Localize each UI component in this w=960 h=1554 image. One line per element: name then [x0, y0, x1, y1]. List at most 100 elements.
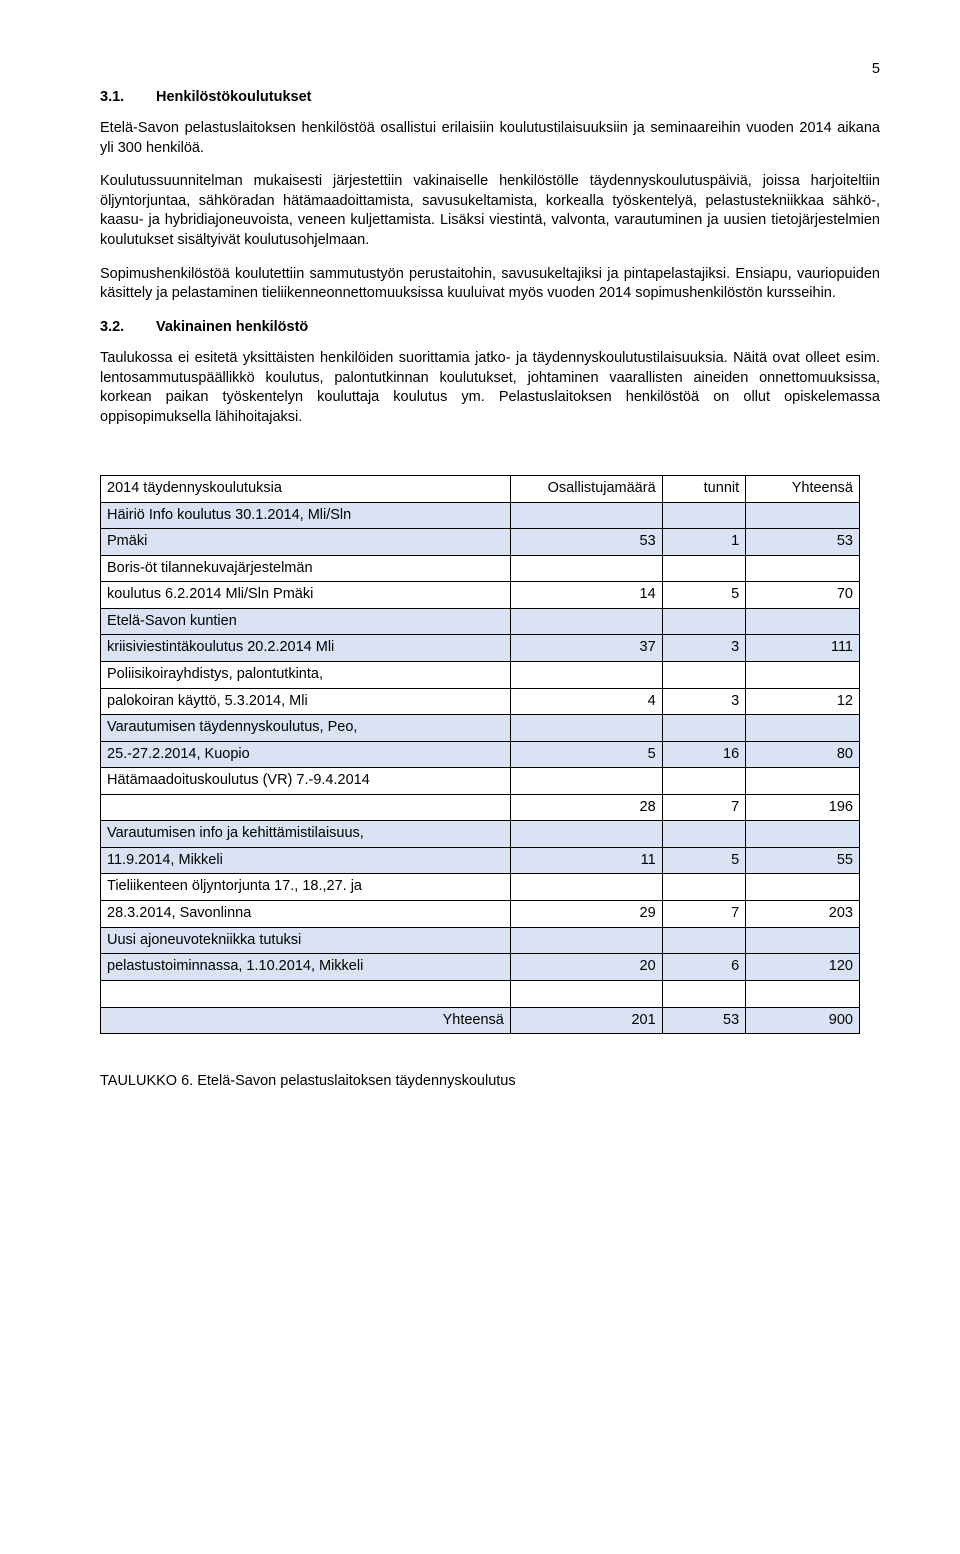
cell	[662, 502, 745, 529]
section-number: 3.2.	[100, 318, 156, 338]
cell	[662, 874, 745, 901]
cell-n3: 53	[746, 529, 860, 556]
cell-n3: 70	[746, 582, 860, 609]
cell	[746, 555, 860, 582]
cell-desc: Pmäki	[101, 529, 511, 556]
cell-n2: 1	[662, 529, 745, 556]
col-header-total: Yhteensä	[746, 476, 860, 503]
cell-n3: 80	[746, 741, 860, 768]
cell	[746, 768, 860, 795]
training-table: 2014 täydennyskoulutuksia Osallistujamää…	[100, 475, 860, 1034]
para-3-1-2: Koulutussuunnitelman mukaisesti järjeste…	[100, 172, 880, 250]
cell-n1: 53	[510, 529, 662, 556]
section-number: 3.1.	[100, 88, 156, 108]
cell	[510, 715, 662, 742]
table-row: kriisiviestintäkoulutus 20.2.2014 Mli 37…	[101, 635, 860, 662]
cell-desc: Tieliikenteen öljyntorjunta 17., 18.,27.…	[101, 874, 511, 901]
cell-n2: 3	[662, 688, 745, 715]
cell-n1: 14	[510, 582, 662, 609]
cell-desc: Häiriö Info koulutus 30.1.2014, Mli/Sln	[101, 502, 511, 529]
table-row: palokoiran käyttö, 5.3.2014, Mli 4 3 12	[101, 688, 860, 715]
cell-desc	[101, 794, 511, 821]
cell-desc: Hätämaadoituskoulutus (VR) 7.-9.4.2014	[101, 768, 511, 795]
cell	[662, 555, 745, 582]
cell-n1: 29	[510, 901, 662, 928]
cell-n2: 5	[662, 582, 745, 609]
cell	[662, 980, 745, 1007]
col-header-participants: Osallistujamäärä	[510, 476, 662, 503]
para-3-2-1: Taulukossa ei esitetä yksittäisten henki…	[100, 349, 880, 427]
cell-n2: 3	[662, 635, 745, 662]
section-title: Vakinainen henkilöstö	[156, 319, 308, 335]
cell-desc: Etelä-Savon kuntien	[101, 608, 511, 635]
cell-desc: Varautumisen info ja kehittämistilaisuus…	[101, 821, 511, 848]
table-row: koulutus 6.2.2014 Mli/Sln Pmäki 14 5 70	[101, 582, 860, 609]
section-3-1-heading: 3.1.Henkilöstökoulutukset	[100, 88, 880, 108]
cell-n2: 16	[662, 741, 745, 768]
cell-n3: 196	[746, 794, 860, 821]
cell-total-n3: 900	[746, 1007, 860, 1034]
cell-n1: 5	[510, 741, 662, 768]
cell-desc: 25.-27.2.2014, Kuopio	[101, 741, 511, 768]
cell	[746, 715, 860, 742]
table-row: Etelä-Savon kuntien	[101, 608, 860, 635]
cell-desc: Poliisikoirayhdistys, palontutkinta,	[101, 661, 511, 688]
cell-n3: 203	[746, 901, 860, 928]
cell	[746, 502, 860, 529]
cell-n1: 4	[510, 688, 662, 715]
table-row: Varautumisen info ja kehittämistilaisuus…	[101, 821, 860, 848]
cell	[101, 980, 511, 1007]
cell	[662, 715, 745, 742]
cell-n1: 11	[510, 847, 662, 874]
cell-n1: 20	[510, 954, 662, 981]
cell	[662, 768, 745, 795]
table-row: Tieliikenteen öljyntorjunta 17., 18.,27.…	[101, 874, 860, 901]
table-row-total: Yhteensä 201 53 900	[101, 1007, 860, 1034]
table-row: Varautumisen täydennyskoulutus, Peo,	[101, 715, 860, 742]
section-title: Henkilöstökoulutukset	[156, 89, 312, 105]
cell	[510, 768, 662, 795]
cell	[746, 661, 860, 688]
page-number: 5	[100, 60, 880, 80]
cell-total-n1: 201	[510, 1007, 662, 1034]
cell-n3: 120	[746, 954, 860, 981]
cell-total-n2: 53	[662, 1007, 745, 1034]
cell-n2: 7	[662, 901, 745, 928]
cell-n2: 7	[662, 794, 745, 821]
cell-desc: Boris-öt tilannekuvajärjestelmän	[101, 555, 511, 582]
table-row: Uusi ajoneuvotekniikka tutuksi	[101, 927, 860, 954]
cell	[510, 608, 662, 635]
col-header-hours: tunnit	[662, 476, 745, 503]
table-row: 25.-27.2.2014, Kuopio 5 16 80	[101, 741, 860, 768]
cell-total-label: Yhteensä	[101, 1007, 511, 1034]
table-row: Hätämaadoituskoulutus (VR) 7.-9.4.2014	[101, 768, 860, 795]
cell-n3: 55	[746, 847, 860, 874]
cell-n2: 6	[662, 954, 745, 981]
cell	[510, 555, 662, 582]
cell	[746, 821, 860, 848]
table-caption: TAULUKKO 6. Etelä-Savon pelastuslaitokse…	[100, 1072, 880, 1092]
cell	[746, 980, 860, 1007]
table-row: Häiriö Info koulutus 30.1.2014, Mli/Sln	[101, 502, 860, 529]
cell	[662, 661, 745, 688]
cell	[746, 874, 860, 901]
table-row: Poliisikoirayhdistys, palontutkinta,	[101, 661, 860, 688]
para-3-1-1: Etelä-Savon pelastuslaitoksen henkilöstö…	[100, 119, 880, 158]
cell-desc: pelastustoiminnassa, 1.10.2014, Mikkeli	[101, 954, 511, 981]
cell-desc: kriisiviestintäkoulutus 20.2.2014 Mli	[101, 635, 511, 662]
cell-desc: 11.9.2014, Mikkeli	[101, 847, 511, 874]
cell-desc: 28.3.2014, Savonlinna	[101, 901, 511, 928]
cell	[510, 927, 662, 954]
cell-n3: 111	[746, 635, 860, 662]
cell-desc: koulutus 6.2.2014 Mli/Sln Pmäki	[101, 582, 511, 609]
cell	[510, 502, 662, 529]
table-header-row: 2014 täydennyskoulutuksia Osallistujamää…	[101, 476, 860, 503]
cell-desc: palokoiran käyttö, 5.3.2014, Mli	[101, 688, 511, 715]
cell-n3: 12	[746, 688, 860, 715]
cell	[510, 980, 662, 1007]
para-3-1-3: Sopimushenkilöstöä koulutettiin sammutus…	[100, 265, 880, 304]
col-header-desc: 2014 täydennyskoulutuksia	[101, 476, 511, 503]
table-row: 11.9.2014, Mikkeli 11 5 55	[101, 847, 860, 874]
table-row: 28.3.2014, Savonlinna 29 7 203	[101, 901, 860, 928]
cell-n1: 37	[510, 635, 662, 662]
